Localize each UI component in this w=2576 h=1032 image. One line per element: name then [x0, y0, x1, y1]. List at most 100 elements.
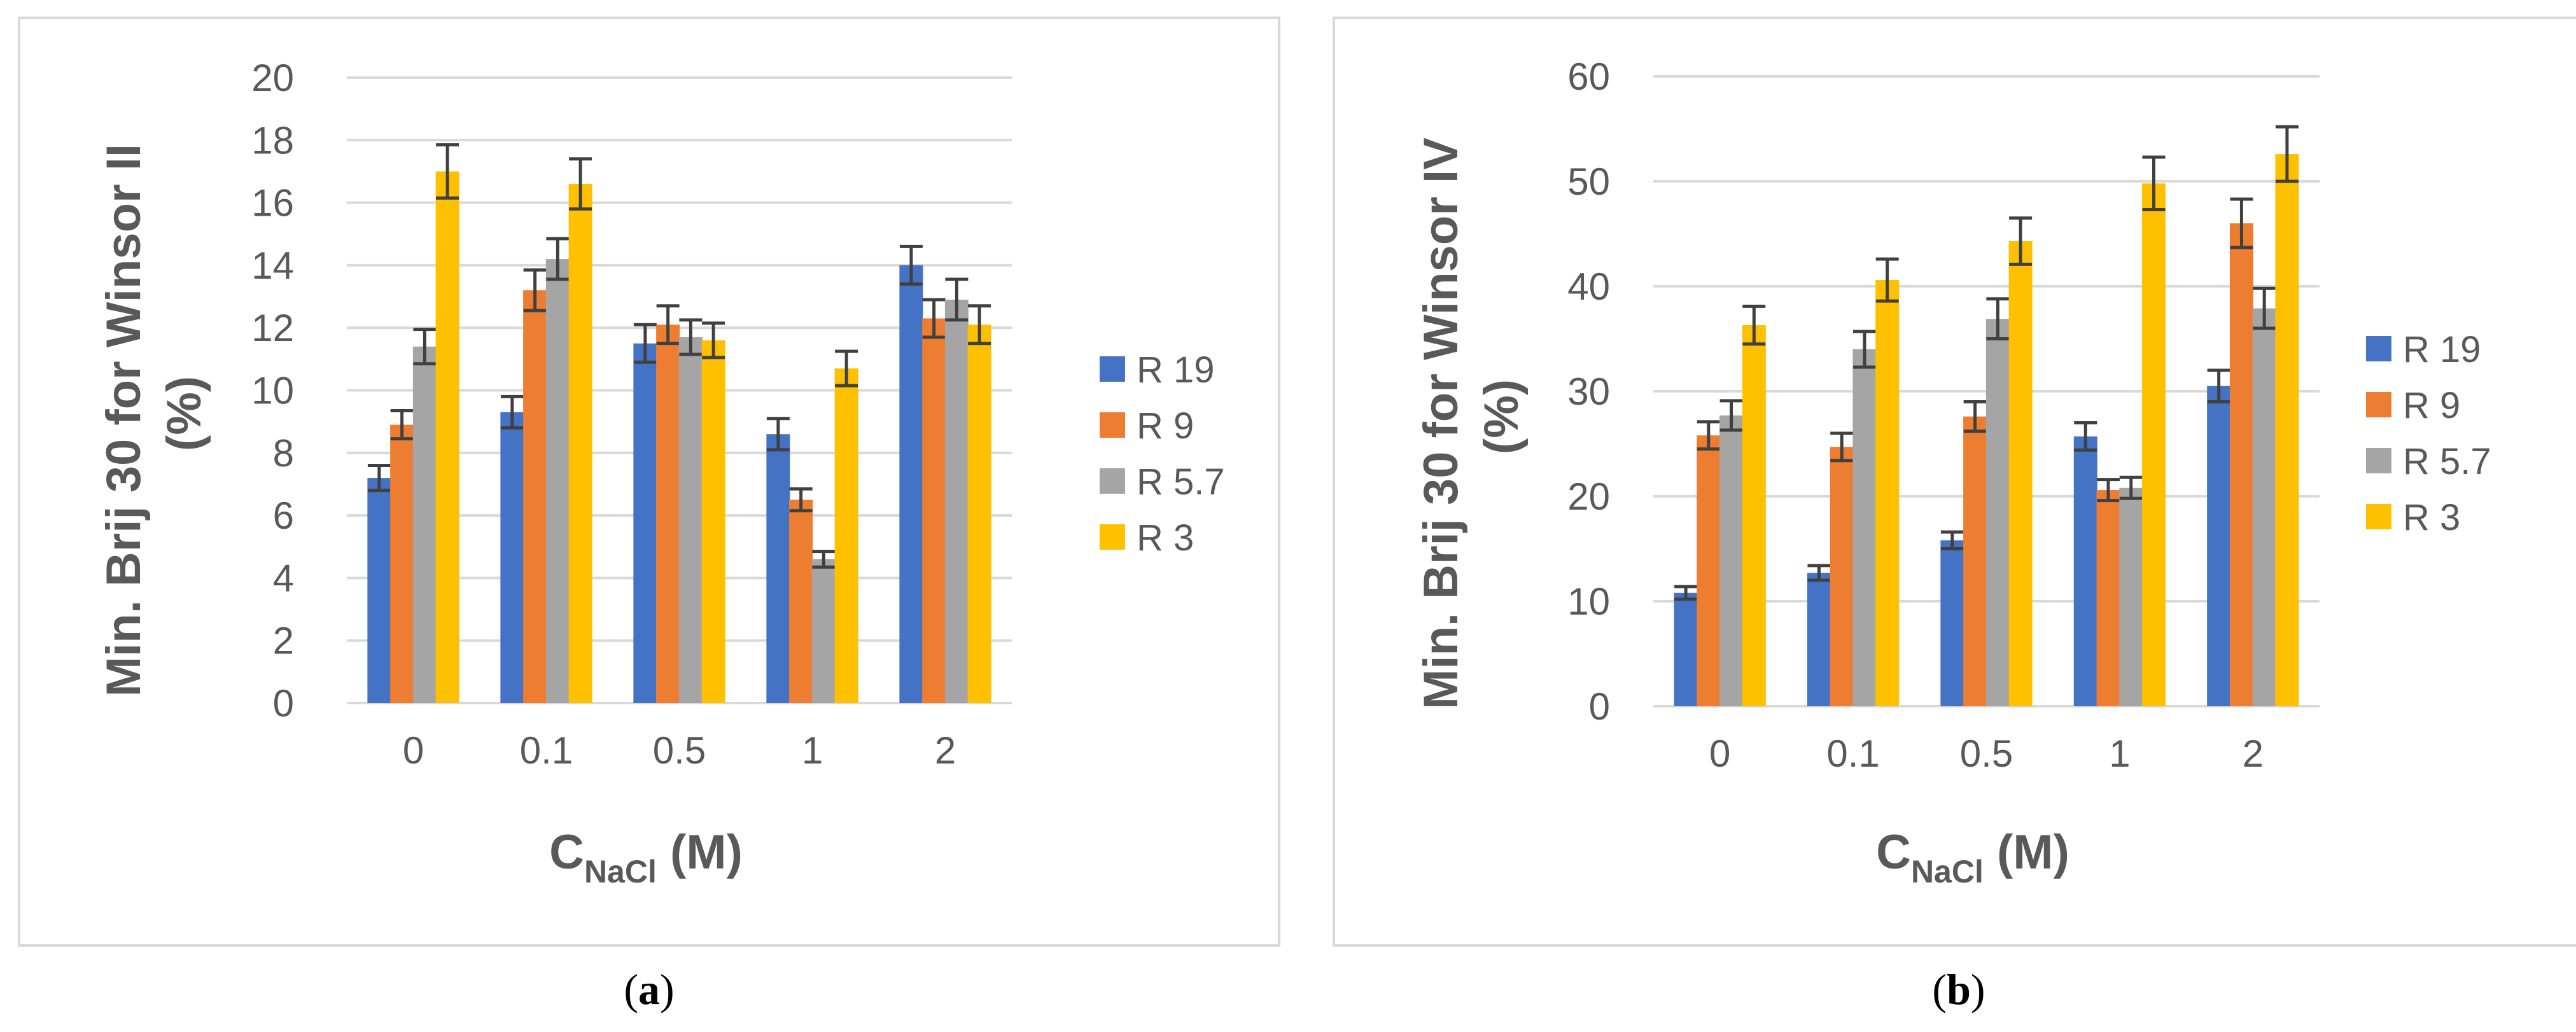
- bar: [766, 434, 790, 703]
- legend-b: R 19 R 9 R 5.7 R 3: [2366, 329, 2491, 538]
- x-tick-labels-b: 0 0.1 0.5 1 2: [1709, 732, 2264, 775]
- bar: [1697, 435, 1721, 706]
- error-bar: [968, 304, 991, 345]
- bar: [2008, 241, 2033, 706]
- error-bar: [1852, 330, 1876, 369]
- error-bar: [702, 321, 725, 359]
- y-axis-title-line2-a: (%): [157, 376, 211, 451]
- error-bar: [2207, 368, 2230, 403]
- legend-item: R 9: [2366, 385, 2460, 426]
- error-bar: [2142, 155, 2166, 212]
- x-axis-title-unit-b: (M): [1984, 825, 2069, 879]
- x-axis-title-main-b: C: [1876, 825, 1911, 879]
- bar: [701, 340, 725, 703]
- legend-label: R 19: [1137, 349, 1215, 391]
- bar: [633, 343, 657, 703]
- y-tick-label: 6: [273, 494, 294, 537]
- bar: [523, 290, 547, 704]
- y-axis-title-line2-b: (%): [1474, 379, 1529, 454]
- chart-panel-b: 0 10 20 30 40 50 60 0 0.1 0.5 1 2 Min. Brij 30 for…: [1333, 17, 2576, 947]
- bar: [367, 478, 391, 703]
- legend-swatch: [2366, 392, 2391, 417]
- bar: [545, 259, 570, 703]
- caption-a-letter: a: [638, 965, 660, 1014]
- y-tick-label: 50: [1567, 160, 1610, 203]
- y-axis-title-b: Min. Brij 30 for Winsor IV (%): [1414, 124, 1529, 709]
- bar: [1985, 319, 2010, 706]
- legend-item: R 3: [1100, 517, 1194, 559]
- bar: [1940, 540, 1964, 706]
- legend-label: R 3: [1137, 517, 1194, 559]
- y-tick-labels-a: 0 2 4 6 8 10 12 14 16 18 20: [251, 57, 294, 725]
- y-tick-label: 40: [1567, 265, 1610, 308]
- y-tick-label: 10: [251, 370, 294, 412]
- error-bar: [2119, 475, 2143, 500]
- x-tick-label: 1: [802, 729, 823, 772]
- bar: [500, 412, 524, 703]
- bar: [1807, 573, 1831, 706]
- error-bar: [2275, 125, 2299, 183]
- error-bar: [899, 244, 923, 286]
- error-bar: [633, 323, 657, 364]
- legend-item: R 19: [2366, 329, 2481, 370]
- bar: [2275, 154, 2299, 707]
- error-bar: [1963, 400, 1987, 433]
- error-bar: [413, 328, 437, 366]
- error-bar: [500, 394, 524, 429]
- error-bar: [1986, 297, 2010, 340]
- y-tick-label: 10: [1567, 580, 1610, 623]
- x-tick-label: 2: [2243, 732, 2264, 775]
- bar: [1852, 349, 1877, 706]
- legend-label: R 3: [2403, 497, 2460, 538]
- panel-caption-a: (a): [624, 965, 674, 1014]
- error-bar: [656, 304, 680, 345]
- x-tick-labels-a: 0 0.1 0.5 1 2: [403, 729, 956, 772]
- bar: [811, 559, 836, 703]
- bar: [568, 184, 592, 703]
- error-bar: [1719, 399, 1743, 432]
- error-bar: [2097, 478, 2120, 503]
- y-tick-label: 4: [273, 557, 294, 599]
- legend-swatch: [1100, 468, 1125, 494]
- x-axis-title-unit-a: (M): [657, 825, 743, 879]
- error-bar: [569, 157, 592, 211]
- bar: [834, 368, 858, 703]
- legend-label: R 5.7: [2403, 441, 2491, 482]
- error-bar: [2009, 216, 2033, 266]
- bar: [944, 299, 969, 704]
- error-bar: [1875, 257, 1899, 303]
- x-axis-title-a: CNaCl (M): [549, 825, 743, 889]
- y-axis-title-line1-a: Min. Brij 30 for Winsor II: [97, 144, 151, 697]
- error-bar: [1742, 304, 1766, 346]
- legend-swatch: [2366, 336, 2391, 361]
- y-tick-label: 0: [1589, 685, 1610, 728]
- bar: [2096, 490, 2120, 706]
- caption-a-open: (: [624, 965, 638, 1014]
- bar: [967, 324, 991, 703]
- caption-b-close: ): [1971, 965, 1985, 1014]
- bar: [2142, 183, 2166, 706]
- bar: [1963, 416, 1987, 706]
- y-tick-label: 60: [1567, 55, 1610, 98]
- x-tick-label: 0.1: [1826, 732, 1879, 775]
- error-bar: [390, 408, 414, 441]
- x-axis-title-main-a: C: [549, 825, 584, 879]
- bar: [678, 337, 703, 703]
- bar: [1875, 280, 1900, 707]
- x-tick-label: 0.5: [1960, 732, 2013, 775]
- bar: [1742, 325, 1766, 706]
- legend-label: R 9: [2403, 385, 2460, 426]
- y-tick-label: 30: [1567, 370, 1610, 413]
- error-bar: [546, 237, 570, 281]
- bar: [2119, 487, 2143, 706]
- error-bar: [1697, 420, 1720, 451]
- bar: [435, 171, 459, 703]
- x-tick-label: 2: [935, 729, 956, 772]
- error-bar: [945, 277, 969, 322]
- error-bar: [766, 417, 790, 452]
- error-bar: [2253, 286, 2276, 330]
- panel-caption-b: (b): [1932, 965, 1985, 1014]
- y-tick-label: 12: [251, 307, 294, 349]
